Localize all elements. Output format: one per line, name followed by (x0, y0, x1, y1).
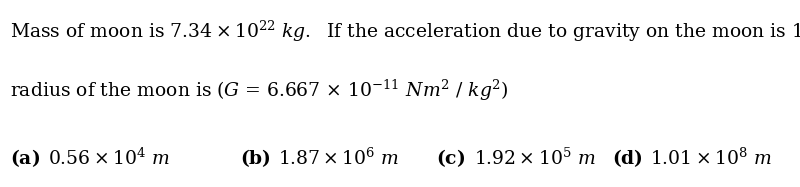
Text: $\mathbf{(d)}$: $\mathbf{(d)}$ (612, 148, 643, 169)
Text: $\mathbf{(c)}$: $\mathbf{(c)}$ (436, 148, 466, 169)
Text: radius of the moon is ($\mathit{G}$ = 6.667 $\times$ 10$^{-11}$ $\mathit{Nm}^{2}: radius of the moon is ($\mathit{G}$ = 6.… (10, 78, 508, 103)
Text: $\mathbf{(b)}$: $\mathbf{(b)}$ (240, 148, 271, 169)
Text: $1.01 \times 10^{8}\ m$: $1.01 \times 10^{8}\ m$ (650, 147, 772, 168)
Text: $1.87 \times 10^{6}\ m$: $1.87 \times 10^{6}\ m$ (278, 147, 400, 168)
Text: Mass of moon is $7.34 \times 10^{22}\ \mathit{kg}.$  If the acceleration due to : Mass of moon is $7.34 \times 10^{22}\ \m… (10, 18, 800, 44)
Text: $0.56 \times 10^{4}\ m$: $0.56 \times 10^{4}\ m$ (48, 147, 170, 168)
Text: $\mathbf{(a)}$: $\mathbf{(a)}$ (10, 148, 40, 169)
Text: $1.92 \times 10^{5}\ m$: $1.92 \times 10^{5}\ m$ (474, 147, 596, 168)
